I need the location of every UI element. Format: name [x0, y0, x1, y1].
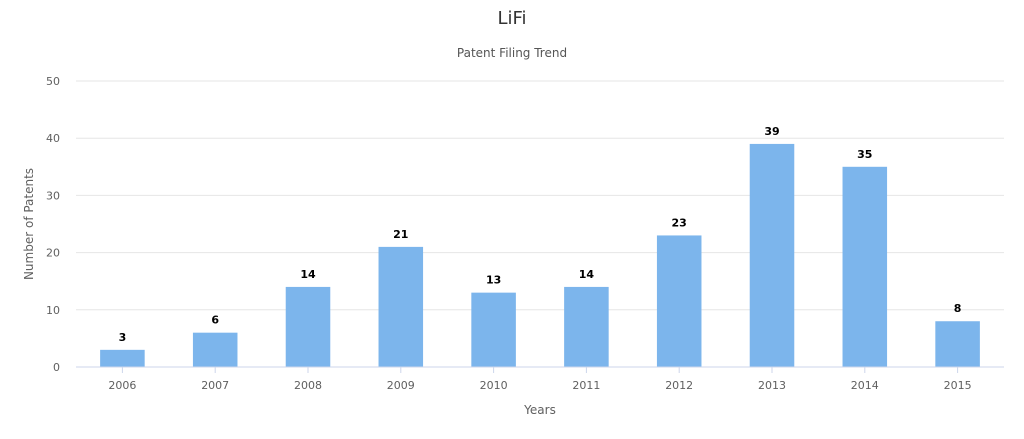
x-tick-label: 2013 [758, 379, 786, 392]
y-tick-label: 40 [46, 132, 60, 145]
data-label: 13 [486, 274, 501, 287]
bar[interactable] [471, 292, 516, 367]
x-tick-label: 2014 [851, 379, 879, 392]
data-label: 14 [300, 268, 316, 281]
y-tick-label: 30 [46, 189, 60, 202]
bar[interactable] [192, 332, 238, 367]
bar[interactable] [749, 143, 795, 367]
x-tick-label: 2006 [108, 379, 136, 392]
x-tick-label: 2008 [294, 379, 322, 392]
x-axis-ticks: 2006 2007 2008 2009 2010 2011 2012 2013 2014 2015 [108, 367, 972, 392]
bar[interactable] [564, 286, 609, 367]
data-label: 39 [764, 125, 779, 138]
bars [100, 143, 980, 367]
bar[interactable] [842, 166, 888, 367]
data-label: 23 [672, 216, 687, 229]
x-tick-label: 2010 [480, 379, 508, 392]
data-label: 8 [954, 302, 962, 315]
x-axis-title: Years [523, 403, 556, 417]
chart-title: LiFi [497, 8, 527, 29]
data-label: 3 [119, 331, 127, 344]
data-label: 35 [857, 148, 872, 161]
x-tick-label: 2012 [665, 379, 693, 392]
bar[interactable] [378, 246, 424, 367]
data-labels: 3 6 14 21 13 14 23 39 35 8 [119, 125, 962, 344]
x-tick-label: 2009 [387, 379, 415, 392]
bar[interactable] [100, 349, 145, 367]
y-tick-label: 50 [46, 75, 60, 88]
y-tick-label: 10 [46, 304, 60, 317]
x-tick-label: 2011 [572, 379, 600, 392]
x-tick-label: 2007 [201, 379, 229, 392]
data-label: 21 [393, 228, 408, 241]
bar[interactable] [285, 286, 331, 367]
bar[interactable] [656, 235, 702, 367]
x-tick-label: 2015 [944, 379, 972, 392]
y-axis-ticks: 0 10 20 30 40 50 [46, 75, 60, 374]
chart-subtitle: Patent Filing Trend [456, 46, 568, 60]
data-label: 14 [579, 268, 595, 281]
y-tick-label: 20 [46, 247, 60, 260]
y-axis-title: Number of Patents [22, 168, 36, 280]
data-label: 6 [211, 314, 219, 327]
bar[interactable] [935, 321, 980, 367]
y-tick-label: 0 [53, 361, 60, 374]
